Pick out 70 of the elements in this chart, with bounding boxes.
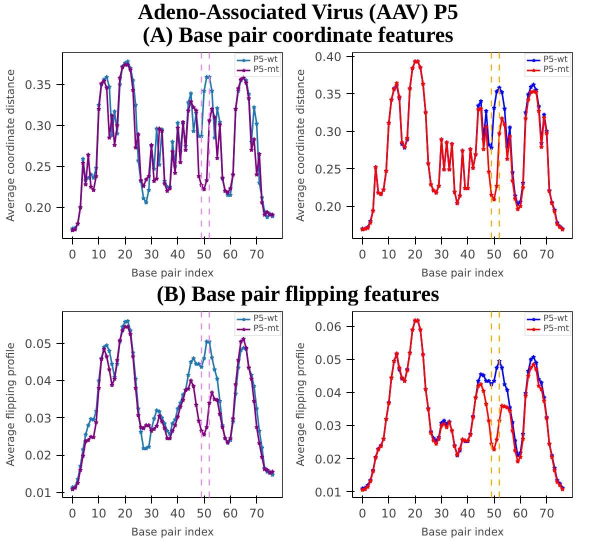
y-tick-label: 0.02 (24, 448, 52, 463)
y-tick-label: 0.03 (314, 419, 342, 434)
x-tick-label: 0 (358, 506, 366, 521)
x-tick-label: 0 (68, 248, 76, 262)
y-tick-label: 0.06 (314, 320, 342, 334)
y-tick-label: 0.35 (24, 78, 52, 92)
x-axis-title: Base pair index (421, 266, 504, 280)
x-tick-label: 0 (68, 506, 76, 521)
y-tick-label: 0.03 (24, 412, 52, 426)
y-tick-label: 0.30 (24, 119, 52, 134)
x-tick-label: 30 (434, 248, 450, 262)
legend-label: P5-wt (253, 55, 278, 66)
x-tick-label: 50 (196, 248, 212, 262)
x-axis-title: Base pair index (131, 526, 214, 539)
legend-label: P5-mt (253, 324, 279, 334)
x-tick-label: 50 (486, 506, 502, 521)
legend-label: P5-mt (253, 65, 279, 76)
legend-label: P5-wt (543, 55, 568, 66)
x-tick-label: 20 (117, 506, 133, 521)
legend-label: P5-wt (543, 314, 568, 324)
x-tick-label: 60 (222, 248, 238, 262)
x-tick-label: 20 (407, 506, 423, 521)
y-tick-label: 0.01 (314, 486, 342, 500)
x-tick-label: 20 (117, 248, 133, 262)
x-tick-label: 60 (512, 248, 528, 262)
y-tick-label: 0.25 (314, 162, 342, 176)
x-tick-label: 40 (460, 506, 476, 521)
x-tick-label: 70 (249, 506, 264, 521)
x-tick-label: 60 (222, 506, 238, 521)
y-tick-label: 0.40 (314, 50, 342, 64)
y-tick-label: 0.04 (314, 386, 342, 400)
x-tick-label: 10 (91, 248, 106, 262)
x-axis-title: Base pair index (421, 526, 504, 539)
y-tick-label: 0.35 (314, 87, 342, 102)
legend-label: P5-mt (543, 65, 569, 76)
chart-title: (B) Base pair flipping features (156, 281, 440, 306)
legend-label: P5-wt (253, 314, 278, 324)
y-tick-label: 0.02 (314, 452, 342, 467)
x-tick-label: 20 (407, 248, 423, 262)
y-tick-label: 0.20 (314, 200, 342, 214)
x-tick-label: 30 (434, 506, 450, 521)
y-tick-label: 0.05 (314, 353, 342, 368)
legend-label: P5-mt (543, 324, 569, 334)
y-axis-title: Average flipping profile (294, 342, 307, 467)
y-tick-label: 0.01 (24, 486, 52, 500)
x-tick-label: 50 (196, 506, 212, 521)
x-tick-label: 30 (144, 506, 160, 521)
y-tick-label: 0.25 (24, 160, 52, 174)
y-tick-label: 0.04 (24, 374, 52, 388)
chart-title: Adeno-Associated Virus (AAV) P5 (138, 0, 458, 24)
x-tick-label: 0 (358, 248, 366, 262)
x-axis-title: Base pair index (131, 266, 214, 280)
x-tick-label: 60 (512, 506, 528, 521)
y-tick-label: 0.30 (314, 124, 342, 139)
x-tick-label: 70 (249, 248, 264, 262)
y-axis-title: Average coordinate distance (294, 69, 307, 222)
x-tick-label: 70 (539, 248, 554, 262)
x-tick-label: 10 (91, 506, 106, 521)
x-tick-label: 10 (381, 506, 396, 521)
x-tick-label: 40 (170, 248, 186, 262)
y-axis-title: Average flipping profile (4, 342, 17, 467)
x-tick-label: 50 (486, 248, 502, 262)
x-tick-label: 10 (381, 248, 396, 262)
x-tick-label: 30 (144, 248, 160, 262)
x-tick-label: 40 (170, 506, 186, 521)
x-tick-label: 70 (539, 506, 554, 521)
y-tick-label: 0.05 (24, 337, 52, 352)
y-tick-label: 0.20 (24, 201, 52, 216)
x-tick-label: 40 (460, 248, 476, 262)
y-axis-title: Average coordinate distance (4, 69, 17, 222)
